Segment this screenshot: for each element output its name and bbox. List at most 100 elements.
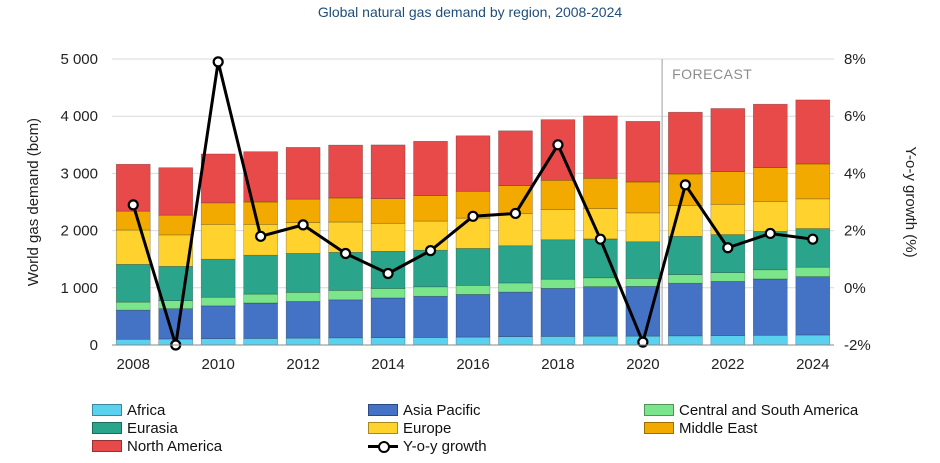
bar-segment [328,299,363,339]
bar-segment [158,214,193,236]
legend-item: Europe [368,419,451,437]
legend-label: Middle East [679,419,758,437]
bar-segment [583,115,618,179]
bar-segment [668,335,703,346]
y2-axis-label: Y-o-y growth (%) [902,146,919,257]
bar-segment [795,276,831,336]
bar-segment [115,309,151,340]
bar-segment [285,198,321,223]
growth-point [424,245,437,257]
growth-point [255,230,267,242]
legend-swatch [92,422,122,434]
bar-segment [158,308,193,340]
bar-segment [753,269,788,280]
bar-segment [413,295,448,338]
bar-segment [370,144,406,199]
bar-segment [540,278,576,289]
x-tick-label: 2014 [371,356,404,373]
x-tick-label: 2024 [796,356,829,373]
bar-segment [370,198,406,224]
x-tick-label: 2020 [626,356,659,373]
bar-segment [795,266,831,277]
bar-segment [243,151,278,203]
bar-segment [668,111,703,175]
bar-segment [115,338,151,346]
bar-segment [328,337,363,346]
growth-point [764,227,776,240]
growth-point [382,267,394,280]
bar-segment [370,288,406,299]
bar-segment [285,253,321,293]
legend-label: North America [127,437,223,455]
legend-label: Asia Pacific [403,401,481,419]
bar-segment [498,291,533,338]
growth-point [637,336,649,348]
growth-point [467,210,479,222]
legend-label: Y-o-y growth [403,437,487,455]
bar-segment [200,224,236,260]
y-tick-label: 3 000 [60,165,98,182]
y-tick-label: 0 [90,337,98,354]
x-tick-label: 2016 [456,356,489,373]
y2-tick-label: 6% [844,108,866,125]
legend-swatch [368,422,398,434]
bar-segment [370,297,406,338]
bar-segment [753,103,788,168]
bar-segment [540,288,576,337]
legend-swatch [92,404,122,416]
forecast-marker: FORECAST [661,59,752,345]
bar-segment [455,248,491,286]
bar-segment [158,234,193,267]
bar-segment [200,338,236,346]
y-tick-label: 5 000 [60,51,98,68]
growth-point [509,207,522,220]
bar-segment [413,195,448,222]
growth-point [212,56,224,68]
bar-segment [583,277,618,287]
legend-label: Europe [403,419,452,437]
bar-segment [455,294,491,338]
bar-segment [498,282,533,293]
forecast-label: FORECAST [672,66,752,82]
y2-tick-label: 0% [844,280,866,297]
chart-canvas: FORECAST 0 1 000 2 000 3 000 4 000 5 000 -2% 0%… [25,51,919,373]
bar-segment [710,281,746,336]
legend: Africa Asia Pacific Central and South Amer… [0,400,940,460]
bar-segment [498,336,533,346]
legend-item: Asia Pacific [368,401,481,419]
growth-point [594,233,607,245]
bar-segment [158,167,193,216]
growth-point [722,242,734,254]
bar-segment [285,292,321,302]
bar-segment [243,293,278,304]
bar-segment [795,163,831,200]
bar-segment [200,296,236,307]
bar-segment [200,153,236,204]
bar-segment [370,222,406,252]
bar-segment [498,130,533,186]
growth-point [127,199,139,211]
bar-segment [328,197,363,223]
bar-segment [710,335,746,346]
growth-point [679,179,691,191]
x-tick-label: 2010 [201,356,234,373]
bar-segment [540,209,576,241]
bar-segment [540,179,576,210]
x-tick-label: 2008 [117,356,150,373]
legend-label: Central and South America [679,401,859,419]
bar-segment [710,272,746,282]
bar-segment [540,336,576,346]
bar-segment [455,285,491,295]
legend-swatch [92,440,122,452]
y2-tick-label: 4% [844,165,866,182]
bar-segment [753,201,788,232]
growth-point [339,247,352,260]
bar-segment [583,286,618,337]
bar-segment [668,282,703,337]
legend-label: Eurasia [127,419,178,437]
bar-stacks [115,99,831,346]
bar-segment [370,337,406,346]
bar-segment [668,274,703,284]
x-tick-label: 2022 [711,356,744,373]
legend-label: Africa [127,401,166,419]
